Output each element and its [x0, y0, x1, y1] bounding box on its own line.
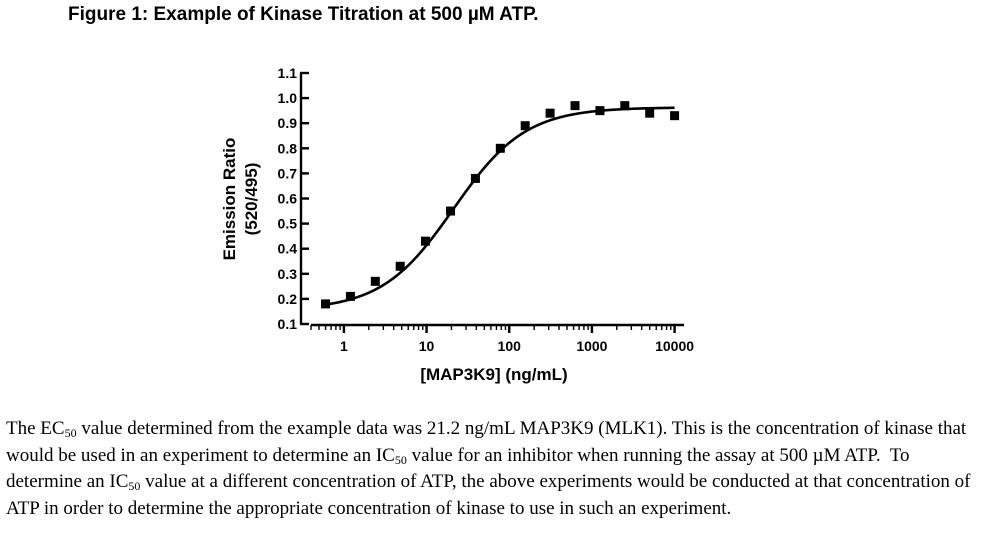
y-tick-label: 0.7: [278, 165, 298, 181]
data-points: [321, 101, 680, 309]
subscript-ic50: 50: [394, 452, 407, 467]
subscript-ec50: 50: [64, 426, 77, 440]
x-axis: 1 10 100 1000 10000: [310, 323, 694, 354]
y-axis: 0.1 0.2 0.3 0.4 0.5 0.6 0.7 0.8 0.9 1.0 1.1: [278, 65, 309, 332]
y-tick-label: 1.1: [278, 65, 298, 81]
data-point: [545, 108, 555, 118]
x-tick-label: 10: [419, 338, 435, 354]
data-point: [370, 276, 380, 286]
data-point: [395, 261, 405, 271]
paragraph-text-4: value at a different concentration of AT…: [6, 471, 975, 519]
figure-title: Figure 1: Example of Kinase Titration at…: [68, 4, 539, 25]
paragraph-text-2: value determined from the example data w…: [6, 418, 971, 466]
description-paragraph: The EC50 value determined from the examp…: [6, 416, 988, 522]
data-point: [345, 291, 355, 301]
y-tick-label: 0.8: [278, 140, 298, 156]
x-tick-label: 1: [340, 338, 348, 354]
data-point: [520, 121, 530, 131]
subscript-ic50: 50: [128, 479, 141, 493]
paragraph-text-3: value for an inhibitor when running the …: [6, 444, 915, 493]
y-axis-subtitle: (520/495): [242, 163, 261, 236]
y-tick-label: 1.0: [278, 90, 298, 106]
data-point: [620, 101, 630, 111]
data-point: [670, 111, 680, 121]
paragraph-text-1: The EC: [6, 418, 65, 439]
titration-chart: 0.1 0.2 0.3 0.4 0.5 0.6 0.7 0.8 0.9 1.0 1.1 1 10 100…: [220, 65, 694, 384]
data-point: [470, 173, 480, 183]
data-point: [570, 101, 580, 111]
y-tick-label: 0.2: [278, 291, 298, 307]
y-axis-title: Emission Ratio: [220, 138, 239, 261]
fit-curve: [325, 106, 675, 306]
y-tick-label: 0.6: [278, 191, 298, 207]
x-tick-label: 10000: [655, 338, 694, 354]
y-tick-label: 0.9: [278, 115, 298, 131]
data-point: [420, 236, 430, 246]
y-tick-label: 0.4: [278, 241, 298, 257]
data-point: [446, 206, 456, 216]
data-point: [495, 143, 505, 153]
x-tick-label: 100: [498, 338, 522, 354]
y-tick-label: 0.3: [278, 266, 298, 282]
y-tick-label: 0.1: [278, 316, 298, 332]
y-tick-label: 0.5: [278, 216, 298, 232]
x-tick-label: 1000: [576, 338, 607, 354]
data-point: [645, 108, 655, 118]
x-axis-title: [MAP3K9] (ng/mL): [420, 365, 567, 384]
data-point: [321, 299, 331, 309]
data-point: [595, 106, 605, 116]
